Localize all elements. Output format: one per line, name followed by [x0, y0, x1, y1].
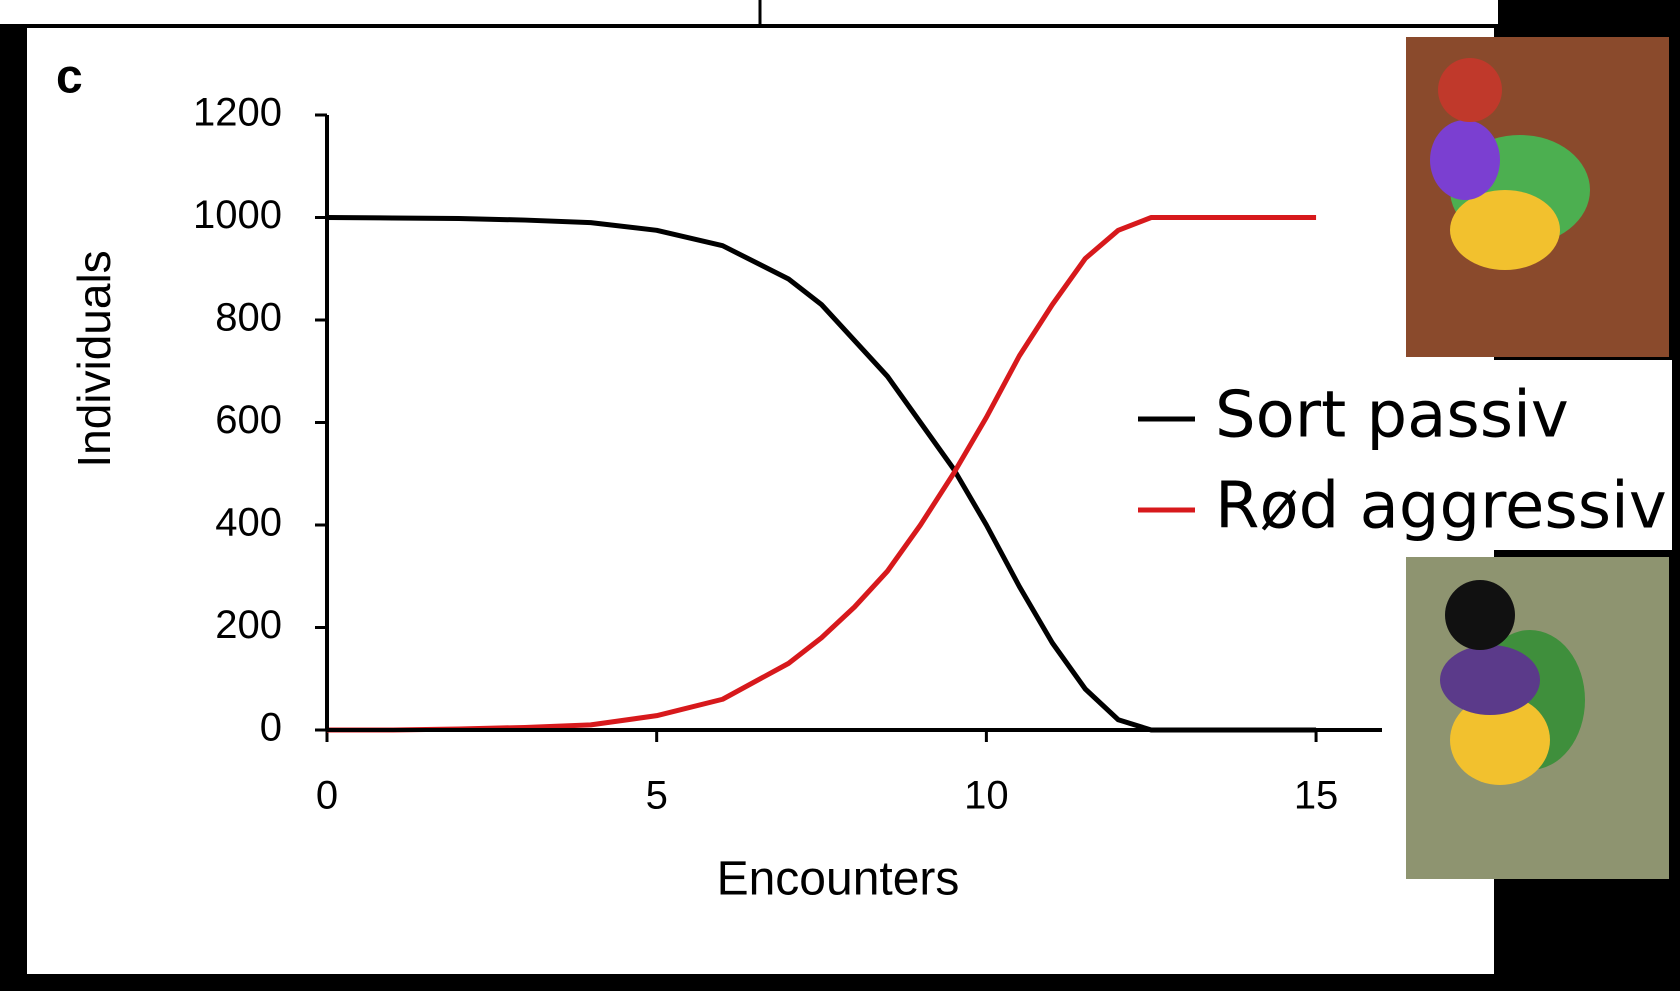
y-tick-label: 600 — [215, 398, 282, 442]
y-tick-label: 1200 — [193, 91, 282, 135]
y-tick-label: 0 — [260, 706, 282, 750]
x-axis-label: Encounters — [717, 853, 960, 906]
x-tick-label: 10 — [964, 774, 1009, 818]
y-axis-label: Individuals — [68, 250, 120, 467]
y-tick-label: 1000 — [193, 193, 282, 237]
x-tick-label: 0 — [316, 774, 338, 818]
x-tick-label: 5 — [646, 774, 668, 818]
page: c Individuals Encounters 0 200 400 600 800 10… — [0, 0, 1680, 991]
legend-label: Sort passiv — [1215, 379, 1569, 453]
y-tick-label: 800 — [215, 296, 282, 340]
photo-red-finch — [1406, 37, 1669, 357]
y-tick-label: 400 — [215, 501, 282, 545]
chart: c Individuals Encounters 0 200 400 600 800 10… — [0, 0, 1680, 991]
x-tick-label: 15 — [1294, 774, 1339, 818]
y-tick-label: 200 — [215, 603, 282, 647]
photo-black-finch — [1406, 557, 1669, 879]
panel-label: c — [56, 51, 83, 104]
top-strip — [0, 0, 1498, 24]
legend-label: Rød aggressiv — [1215, 470, 1667, 544]
